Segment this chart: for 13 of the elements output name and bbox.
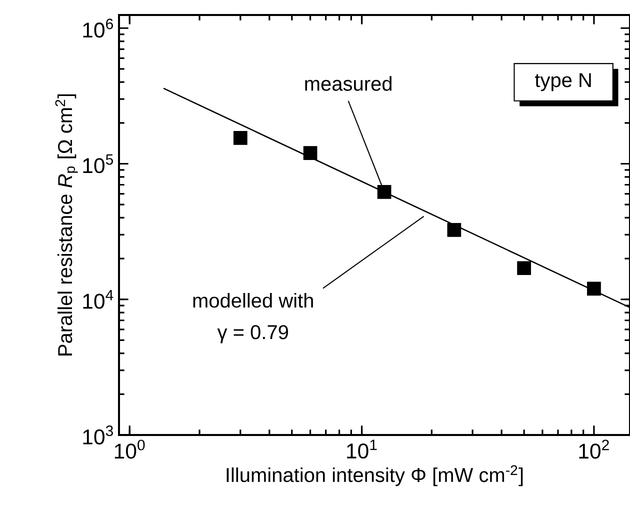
annotation: measured (305, 76, 392, 91)
y-tick-label: 10$^{4}$ (83, 290, 114, 309)
annotation: γ = 0.79 (217, 325, 288, 344)
x-tick-label: 10$^{2}$ (579, 440, 609, 459)
y-axis-title: Parallel resistance R$_{p}$ [Ω cm$^{2}$] (55, 94, 78, 356)
y-tick-label: 10$^{3}$ (83, 425, 113, 444)
x-axis-title: Illumination intensity Φ [mW cm$^{-2}$] (226, 465, 523, 486)
x-tick-label: 10$^{1}$ (347, 440, 377, 459)
annotation: type N (534, 73, 591, 92)
y-tick-label: 10$^{6}$ (83, 18, 113, 38)
annotation: modelled with (193, 292, 313, 308)
y-tick-label: 10$^{5}$ (83, 154, 113, 174)
x-tick-label: 10$^{0}$ (114, 440, 145, 459)
